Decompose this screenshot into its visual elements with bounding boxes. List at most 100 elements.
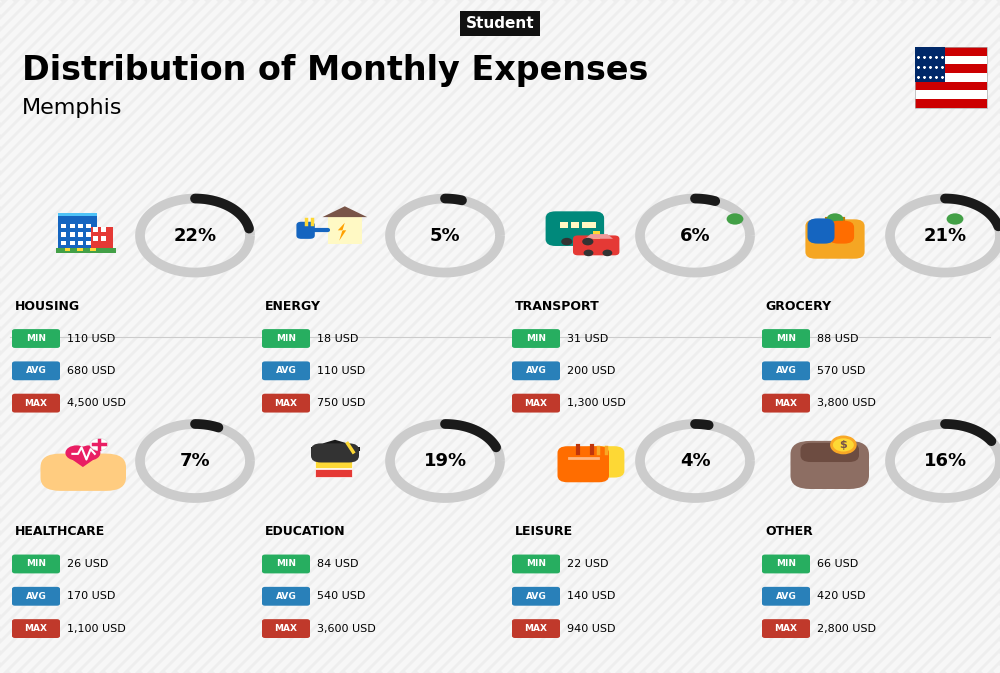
FancyBboxPatch shape: [12, 555, 60, 573]
Text: GROCERY: GROCERY: [765, 299, 831, 313]
FancyBboxPatch shape: [40, 454, 126, 491]
Text: 420 USD: 420 USD: [817, 592, 866, 601]
Text: AVG: AVG: [776, 592, 796, 601]
FancyBboxPatch shape: [790, 441, 869, 489]
FancyBboxPatch shape: [762, 587, 810, 606]
Text: 31 USD: 31 USD: [567, 334, 608, 343]
Text: MIN: MIN: [26, 559, 46, 569]
Text: 4,500 USD: 4,500 USD: [67, 398, 126, 408]
Text: HOUSING: HOUSING: [15, 299, 80, 313]
FancyBboxPatch shape: [571, 222, 579, 228]
Text: 1,300 USD: 1,300 USD: [567, 398, 626, 408]
FancyBboxPatch shape: [762, 329, 810, 348]
Text: MAX: MAX: [275, 624, 298, 633]
FancyBboxPatch shape: [262, 555, 310, 573]
Circle shape: [947, 213, 963, 225]
FancyBboxPatch shape: [78, 232, 83, 237]
Circle shape: [821, 225, 835, 235]
Text: MAX: MAX: [25, 398, 48, 408]
FancyBboxPatch shape: [61, 232, 66, 237]
FancyBboxPatch shape: [762, 619, 810, 638]
FancyBboxPatch shape: [262, 394, 310, 413]
Text: 680 USD: 680 USD: [67, 366, 115, 376]
FancyBboxPatch shape: [560, 222, 568, 228]
FancyBboxPatch shape: [58, 213, 97, 215]
FancyBboxPatch shape: [12, 329, 60, 348]
Polygon shape: [66, 455, 100, 467]
FancyBboxPatch shape: [262, 587, 310, 606]
FancyBboxPatch shape: [61, 223, 66, 228]
Circle shape: [727, 213, 743, 225]
FancyBboxPatch shape: [86, 223, 91, 228]
FancyBboxPatch shape: [12, 361, 60, 380]
FancyBboxPatch shape: [512, 587, 560, 606]
FancyBboxPatch shape: [78, 241, 83, 246]
FancyBboxPatch shape: [328, 217, 362, 244]
Text: 21%: 21%: [923, 227, 967, 244]
FancyBboxPatch shape: [915, 65, 987, 73]
Circle shape: [65, 446, 88, 460]
FancyBboxPatch shape: [512, 555, 560, 573]
Text: 5%: 5%: [430, 227, 460, 244]
FancyBboxPatch shape: [512, 394, 560, 413]
FancyBboxPatch shape: [590, 222, 596, 228]
Text: 88 USD: 88 USD: [817, 334, 859, 343]
Text: 110 USD: 110 USD: [317, 366, 365, 376]
Text: MIN: MIN: [276, 559, 296, 569]
FancyBboxPatch shape: [101, 227, 106, 232]
FancyBboxPatch shape: [86, 241, 91, 246]
Text: 1,100 USD: 1,100 USD: [67, 624, 126, 633]
Text: 750 USD: 750 USD: [317, 398, 365, 408]
FancyBboxPatch shape: [65, 248, 70, 250]
FancyBboxPatch shape: [262, 619, 310, 638]
Circle shape: [78, 446, 100, 460]
FancyBboxPatch shape: [315, 460, 352, 468]
Text: AVG: AVG: [26, 592, 46, 601]
Circle shape: [602, 250, 612, 256]
FancyBboxPatch shape: [311, 444, 359, 462]
Text: ENERGY: ENERGY: [265, 299, 321, 313]
Text: 6%: 6%: [680, 227, 710, 244]
Text: 16%: 16%: [923, 452, 967, 470]
Polygon shape: [338, 223, 346, 241]
FancyBboxPatch shape: [78, 223, 83, 228]
Text: TRANSPORT: TRANSPORT: [515, 299, 600, 313]
Text: 540 USD: 540 USD: [317, 592, 365, 601]
Text: MIN: MIN: [776, 559, 796, 569]
Text: MAX: MAX: [774, 624, 798, 633]
FancyBboxPatch shape: [828, 221, 854, 244]
FancyBboxPatch shape: [512, 619, 560, 638]
Text: MIN: MIN: [526, 559, 546, 569]
Text: 84 USD: 84 USD: [317, 559, 358, 569]
Text: 22 USD: 22 USD: [567, 559, 609, 569]
FancyBboxPatch shape: [77, 248, 83, 250]
Text: 110 USD: 110 USD: [67, 334, 115, 343]
FancyBboxPatch shape: [93, 227, 98, 232]
Text: AVG: AVG: [776, 366, 796, 376]
FancyBboxPatch shape: [762, 394, 810, 413]
FancyBboxPatch shape: [262, 329, 310, 348]
FancyBboxPatch shape: [70, 223, 74, 228]
FancyBboxPatch shape: [70, 232, 74, 237]
Text: Distribution of Monthly Expenses: Distribution of Monthly Expenses: [22, 54, 648, 87]
Text: MIN: MIN: [26, 334, 46, 343]
Text: 170 USD: 170 USD: [67, 592, 115, 601]
Text: MAX: MAX: [25, 624, 48, 633]
Text: AVG: AVG: [276, 592, 296, 601]
FancyBboxPatch shape: [915, 47, 987, 56]
Circle shape: [561, 238, 572, 246]
Polygon shape: [585, 234, 613, 239]
FancyBboxPatch shape: [805, 219, 865, 258]
Text: MAX: MAX: [275, 398, 298, 408]
Text: MIN: MIN: [276, 334, 296, 343]
FancyBboxPatch shape: [582, 446, 624, 478]
Text: 200 USD: 200 USD: [567, 366, 615, 376]
FancyBboxPatch shape: [800, 443, 859, 462]
Text: MAX: MAX: [524, 398, 548, 408]
Text: 26 USD: 26 USD: [67, 559, 108, 569]
FancyBboxPatch shape: [915, 73, 987, 81]
Text: OTHER: OTHER: [765, 525, 813, 538]
Text: 3,800 USD: 3,800 USD: [817, 398, 876, 408]
FancyBboxPatch shape: [512, 361, 560, 380]
FancyBboxPatch shape: [58, 213, 97, 250]
